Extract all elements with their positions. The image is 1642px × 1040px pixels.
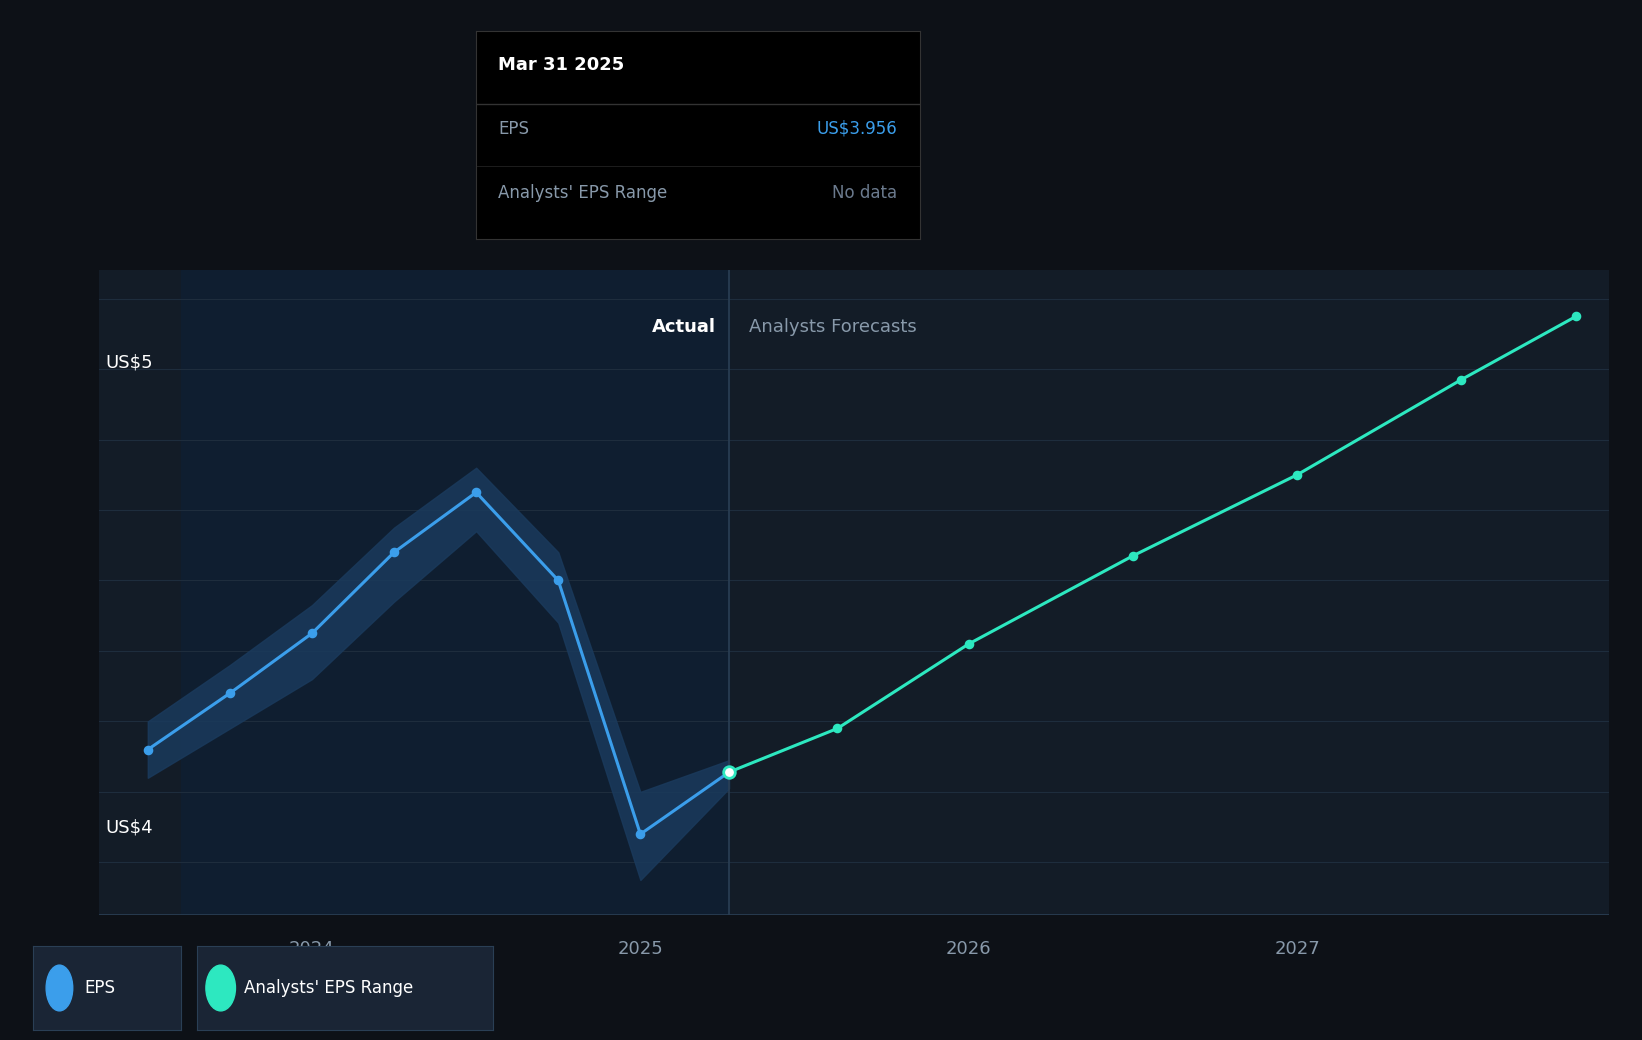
Text: US$3.956: US$3.956 (816, 120, 898, 138)
Ellipse shape (205, 965, 235, 1011)
Point (956, 635, 982, 652)
Point (1284, 467, 1310, 484)
Point (1448, 371, 1475, 388)
Text: Mar 31 2025: Mar 31 2025 (499, 56, 624, 74)
Text: EPS: EPS (499, 120, 529, 138)
Ellipse shape (46, 965, 72, 1011)
Text: No data: No data (832, 184, 898, 203)
Point (716, 763, 742, 780)
Text: 2026: 2026 (946, 940, 992, 958)
Point (716, 763, 742, 780)
Point (1120, 547, 1146, 564)
Point (545, 572, 571, 589)
Text: EPS: EPS (85, 979, 115, 997)
Point (381, 544, 407, 561)
Text: 2025: 2025 (617, 940, 663, 958)
Text: 2027: 2027 (1274, 940, 1320, 958)
Point (824, 720, 851, 736)
Text: Analysts Forecasts: Analysts Forecasts (749, 318, 916, 336)
Text: 2024: 2024 (289, 940, 335, 958)
Point (299, 625, 325, 642)
Text: Analysts' EPS Range: Analysts' EPS Range (245, 979, 414, 997)
Point (135, 742, 161, 758)
Bar (181, 270, 729, 915)
Point (217, 685, 243, 702)
Text: Analysts' EPS Range: Analysts' EPS Range (499, 184, 668, 203)
Text: Actual: Actual (652, 318, 716, 336)
Text: US$5: US$5 (105, 353, 153, 371)
Point (716, 763, 742, 780)
Text: US$4: US$4 (105, 818, 153, 836)
Point (463, 484, 489, 500)
Point (1563, 308, 1589, 324)
Point (627, 826, 654, 842)
